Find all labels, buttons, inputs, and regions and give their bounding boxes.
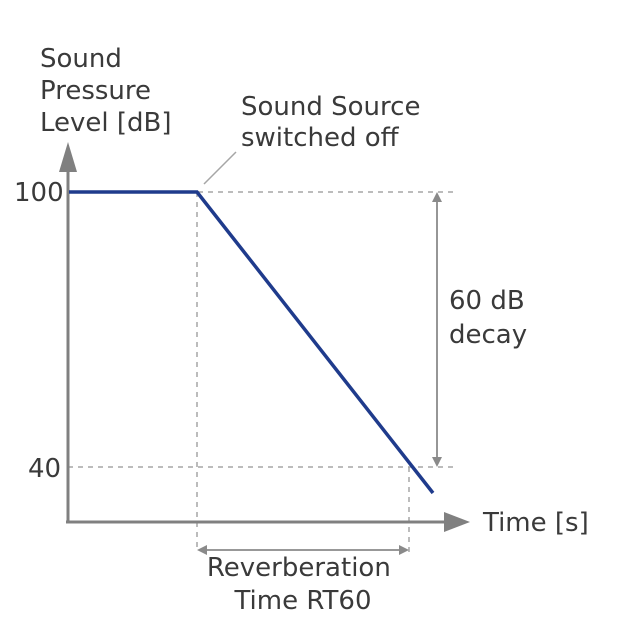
- y-tick-40: 40: [28, 454, 61, 484]
- decay-line-2: decay: [449, 320, 527, 350]
- rt60-line-2: Time RT60: [233, 586, 371, 616]
- source-off-line-1: Sound Source: [241, 92, 420, 122]
- y-tick-100: 100: [14, 178, 64, 208]
- y-axis-arrow: [59, 142, 77, 172]
- rt60-annotation: Reverberation Time RT60: [207, 553, 399, 616]
- decay-line-1: 60 dB: [449, 286, 525, 316]
- sound-level-curve: [69, 190, 435, 495]
- y-axis-label-line-1: Sound: [40, 44, 122, 74]
- switch-off-leader: [203, 151, 237, 185]
- y-axis-label-line-2: Pressure: [40, 76, 151, 106]
- rt60-line-1: Reverberation: [207, 553, 391, 583]
- y-axis-label-line-3: Level [dB]: [40, 108, 172, 138]
- x-axis-arrow: [444, 512, 470, 532]
- source-off-line-2: switched off: [241, 123, 400, 153]
- y-axis-label: Sound Pressure Level [dB]: [40, 44, 172, 138]
- x-axis-label: Time [s]: [482, 508, 589, 538]
- source-off-annotation: Sound Source switched off: [241, 92, 429, 153]
- decay-annotation: 60 dB decay: [449, 286, 533, 350]
